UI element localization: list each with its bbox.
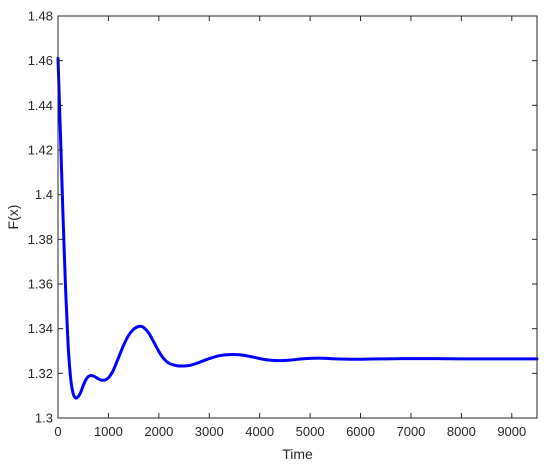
y-tick-label: 1.3	[35, 411, 53, 426]
y-tick-label: 1.38	[28, 232, 53, 247]
y-tick-label: 1.48	[28, 9, 53, 24]
x-tick-label: 2000	[144, 424, 173, 439]
x-tick-label: 6000	[346, 424, 375, 439]
x-axis-label: Time	[282, 446, 313, 462]
y-tick-label: 1.4	[35, 187, 53, 202]
series-layer	[56, 56, 539, 400]
x-tick-label: 0	[54, 424, 61, 439]
x-tick-label: 9000	[497, 424, 526, 439]
x-tick-label: 4000	[245, 424, 274, 439]
y-tick-label: 1.42	[28, 143, 53, 158]
y-axis-label: F(x)	[5, 205, 21, 230]
x-tick-label: 7000	[396, 424, 425, 439]
x-tick-label: 8000	[447, 424, 476, 439]
y-tick-label: 1.34	[28, 321, 53, 336]
y-tick-label: 1.32	[28, 366, 53, 381]
series-line	[56, 56, 539, 400]
x-tick-label: 3000	[195, 424, 224, 439]
plot-area-frame	[57, 15, 538, 419]
y-tick-label: 1.44	[28, 98, 53, 113]
ticks-layer: 0 1000 2000 3000 4000 5000 6000 7000 8000 9000 1.3…	[28, 9, 537, 439]
x-tick-label: 5000	[296, 424, 325, 439]
y-tick-label: 1.46	[28, 53, 53, 68]
x-tick-label: 1000	[94, 424, 123, 439]
y-tick-label: 1.36	[28, 277, 53, 292]
